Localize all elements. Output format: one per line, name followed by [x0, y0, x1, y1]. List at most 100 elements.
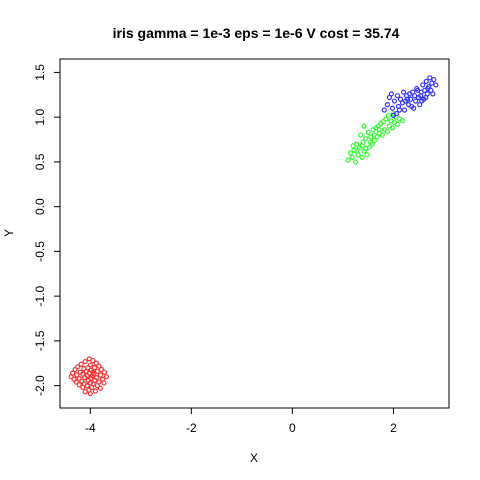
data-point: [87, 362, 93, 368]
data-point: [381, 107, 387, 113]
data-point: [91, 365, 97, 371]
series-0: [68, 356, 110, 397]
data-point: [97, 385, 104, 391]
data-point: [404, 96, 411, 102]
data-point: [94, 383, 100, 389]
data-point: [89, 384, 95, 391]
data-point: [82, 374, 88, 381]
data-point: [384, 128, 390, 135]
data-point: [384, 102, 390, 108]
data-point: [409, 103, 415, 110]
data-point: [347, 150, 354, 156]
data-point: [399, 118, 406, 124]
data-point: [380, 119, 386, 125]
series-2: [381, 75, 439, 118]
data-point: [390, 110, 397, 117]
data-point: [423, 94, 429, 101]
data-point: [352, 159, 359, 165]
data-point: [84, 383, 90, 389]
data-point: [425, 85, 431, 92]
data-point: [423, 78, 429, 84]
data-point: [72, 366, 78, 373]
x-tick-label: -4: [85, 421, 96, 435]
y-tick-label: 0.0: [33, 198, 47, 215]
y-tick-label: 1.5: [33, 64, 47, 81]
data-point: [363, 145, 369, 152]
data-point: [427, 75, 433, 81]
x-tick-label: 0: [289, 421, 296, 435]
y-axis-label: Y: [2, 229, 16, 237]
series-1: [345, 110, 406, 165]
data-point: [103, 374, 110, 380]
data-point: [376, 127, 382, 133]
data-point: [419, 98, 425, 104]
data-point: [350, 143, 356, 149]
y-tick-label: -1.0: [33, 285, 47, 306]
data-point: [76, 382, 82, 388]
y-axis: -2.0 -1.5 -1.0 -0.5 0.0 0.5 1.0 1.5: [33, 64, 60, 396]
data-point: [82, 389, 88, 395]
data-point: [400, 89, 407, 95]
data-point: [101, 380, 107, 386]
data-point: [361, 123, 367, 129]
data-point: [431, 76, 437, 83]
data-point: [82, 358, 88, 365]
data-point: [94, 368, 100, 374]
data-point: [391, 98, 398, 104]
y-tick-label: -1.5: [33, 330, 47, 351]
data-point: [90, 369, 96, 375]
y-tick-label: 1.0: [33, 109, 47, 126]
data-point: [98, 366, 105, 373]
data-point: [365, 129, 371, 135]
chart-title: iris gamma = 1e-3 eps = 1e-6 V cost = 35…: [113, 25, 400, 41]
data-point: [413, 98, 419, 104]
data-point: [364, 152, 370, 158]
data-point: [78, 361, 84, 367]
y-tick-label: -0.5: [33, 241, 47, 262]
data-point: [371, 132, 377, 138]
data-point: [394, 121, 401, 127]
data-point: [408, 96, 414, 102]
data-point: [383, 116, 389, 122]
data-point: [357, 132, 364, 138]
data-point: [359, 143, 365, 149]
data-point: [351, 147, 357, 153]
data-point: [418, 93, 424, 99]
data-point: [90, 357, 96, 364]
data-point: [379, 132, 385, 138]
data-point: [394, 93, 401, 99]
data-point: [396, 107, 403, 113]
plot-frame: [59, 58, 450, 409]
data-point: [349, 154, 355, 161]
data-point: [388, 91, 395, 97]
data-point: [363, 136, 369, 142]
data-point: [75, 364, 81, 370]
y-tick-label: 0.5: [33, 153, 47, 170]
x-axis: -4 -2 0 2: [85, 408, 397, 435]
data-point: [68, 374, 74, 380]
data-point: [101, 369, 108, 375]
data-point: [80, 384, 86, 391]
data-point: [87, 380, 93, 386]
data-point: [406, 91, 413, 97]
points-layer: [68, 75, 439, 397]
data-point: [87, 391, 93, 397]
data-point: [389, 125, 396, 131]
x-tick-label: 2: [390, 421, 397, 435]
data-point: [73, 379, 79, 385]
x-tick-label: -2: [186, 421, 197, 435]
data-point: [345, 157, 351, 163]
data-point: [359, 154, 365, 161]
data-point: [79, 378, 85, 384]
data-point: [433, 82, 439, 88]
data-point: [412, 93, 418, 99]
data-point: [401, 107, 408, 113]
data-point: [389, 105, 396, 111]
x-axis-label: X: [250, 451, 258, 465]
data-point: [93, 360, 99, 366]
data-point: [92, 388, 98, 394]
data-point: [354, 148, 360, 154]
